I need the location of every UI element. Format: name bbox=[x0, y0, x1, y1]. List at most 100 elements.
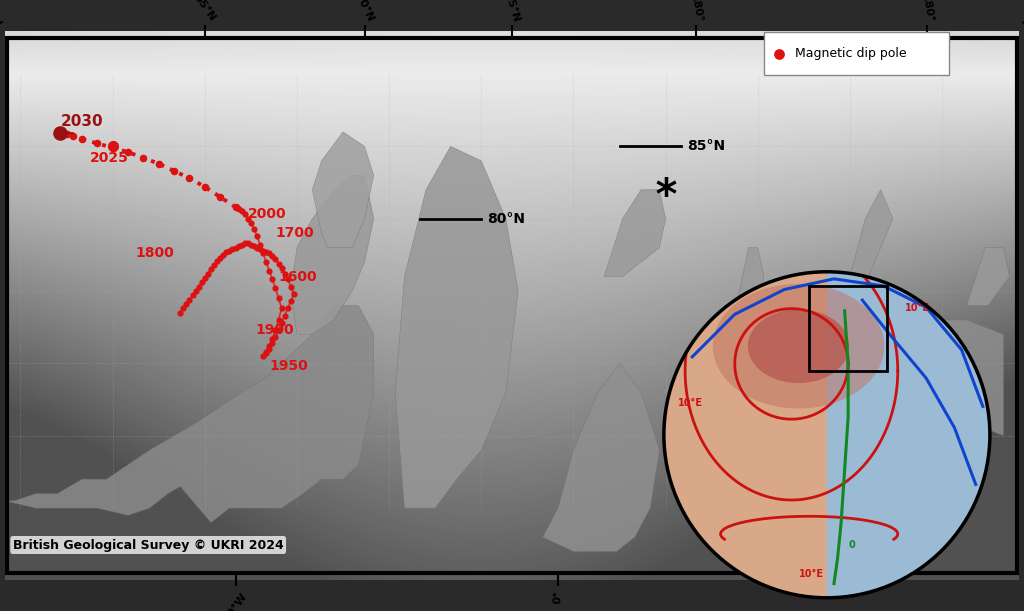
Point bbox=[212, 192, 228, 202]
Point bbox=[273, 304, 290, 313]
Text: 0: 0 bbox=[848, 540, 855, 550]
Polygon shape bbox=[733, 247, 764, 364]
Point bbox=[771, 49, 787, 59]
Circle shape bbox=[664, 272, 990, 598]
Text: 70°N: 70°N bbox=[353, 0, 376, 23]
Text: 10°E: 10°E bbox=[678, 398, 703, 408]
Polygon shape bbox=[659, 320, 1004, 436]
Point bbox=[227, 243, 244, 252]
Point bbox=[240, 214, 256, 224]
Point bbox=[252, 244, 268, 254]
Point bbox=[267, 325, 284, 335]
Point bbox=[270, 258, 287, 268]
Text: British Geological Survey © UKRI 2024: British Geological Survey © UKRI 2024 bbox=[12, 538, 284, 552]
Point bbox=[261, 341, 278, 351]
Point bbox=[267, 332, 284, 342]
Point bbox=[255, 351, 271, 361]
Polygon shape bbox=[312, 132, 374, 247]
Point bbox=[166, 166, 182, 176]
Point bbox=[270, 315, 287, 325]
Point bbox=[280, 304, 296, 313]
Point bbox=[252, 240, 268, 250]
Point bbox=[135, 153, 152, 163]
Point bbox=[181, 295, 198, 305]
Point bbox=[246, 224, 262, 233]
Bar bbox=[809, 286, 887, 371]
Point bbox=[89, 139, 105, 148]
Point bbox=[246, 241, 262, 251]
Point bbox=[187, 286, 204, 296]
Point bbox=[151, 159, 167, 169]
Point bbox=[227, 202, 244, 212]
Text: 80°N: 80°N bbox=[487, 211, 525, 225]
Text: 120°E: 120°E bbox=[1020, 0, 1024, 31]
Text: 1950: 1950 bbox=[269, 359, 308, 373]
Polygon shape bbox=[543, 364, 659, 552]
Text: 1800: 1800 bbox=[135, 246, 174, 260]
Point bbox=[215, 250, 231, 260]
Point bbox=[178, 299, 195, 309]
Point bbox=[237, 238, 253, 248]
Point bbox=[243, 240, 259, 250]
Point bbox=[264, 338, 281, 348]
Polygon shape bbox=[395, 146, 518, 508]
Point bbox=[58, 129, 75, 139]
Polygon shape bbox=[850, 190, 893, 277]
Point bbox=[286, 289, 302, 299]
Point bbox=[276, 311, 293, 321]
Point bbox=[267, 284, 284, 293]
Point bbox=[273, 263, 290, 273]
Text: 85°N: 85°N bbox=[687, 139, 725, 153]
Point bbox=[74, 134, 90, 144]
Point bbox=[273, 318, 290, 327]
Point bbox=[249, 231, 265, 241]
FancyBboxPatch shape bbox=[764, 32, 948, 75]
Point bbox=[181, 174, 198, 183]
Point bbox=[240, 238, 256, 248]
Point bbox=[283, 296, 299, 306]
Polygon shape bbox=[713, 284, 885, 409]
Point bbox=[227, 202, 244, 212]
Point bbox=[224, 244, 241, 254]
Point bbox=[104, 143, 121, 153]
Point bbox=[237, 210, 253, 219]
Point bbox=[233, 207, 250, 216]
Point bbox=[52, 128, 69, 137]
Text: 120°W: 120°W bbox=[0, 0, 3, 31]
Polygon shape bbox=[604, 190, 666, 277]
Point bbox=[197, 273, 213, 283]
Text: 2025: 2025 bbox=[90, 151, 129, 164]
Text: 65°N: 65°N bbox=[191, 0, 218, 23]
Text: 75°N: 75°N bbox=[503, 0, 521, 23]
Point bbox=[212, 253, 228, 263]
Point bbox=[261, 266, 278, 276]
Point bbox=[65, 131, 81, 141]
Point bbox=[218, 247, 234, 257]
Polygon shape bbox=[291, 175, 374, 334]
Point bbox=[197, 182, 213, 192]
Point bbox=[203, 265, 219, 274]
Point bbox=[283, 282, 299, 291]
Text: 10°E: 10°E bbox=[799, 569, 823, 579]
Point bbox=[255, 249, 271, 258]
Point bbox=[243, 218, 259, 228]
Point bbox=[184, 290, 201, 300]
Point bbox=[258, 257, 274, 267]
Point bbox=[175, 304, 191, 313]
Point bbox=[258, 247, 274, 257]
Point bbox=[264, 334, 281, 343]
Text: 180°: 180° bbox=[920, 0, 934, 23]
Point bbox=[233, 240, 250, 250]
Text: 60°W: 60°W bbox=[222, 591, 249, 611]
Point bbox=[255, 246, 271, 255]
Text: 2030: 2030 bbox=[60, 114, 103, 129]
Text: 180°: 180° bbox=[689, 0, 703, 23]
Text: 2000: 2000 bbox=[248, 207, 287, 221]
Polygon shape bbox=[748, 309, 849, 383]
Text: 10°E: 10°E bbox=[905, 303, 930, 313]
Point bbox=[264, 251, 281, 261]
Point bbox=[249, 243, 265, 252]
Point bbox=[261, 344, 278, 354]
Point bbox=[190, 282, 207, 291]
Point bbox=[200, 269, 216, 279]
